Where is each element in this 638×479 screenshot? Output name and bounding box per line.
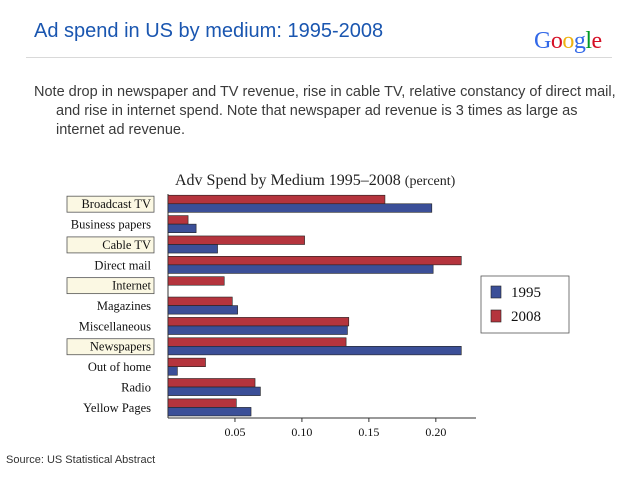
logo-letter: o [562,28,574,54]
logo-letter: o [550,28,563,54]
category-label-box [66,236,155,254]
bar-1995 [167,203,433,213]
bar-1995 [167,366,178,376]
category-label-box [66,277,155,295]
bar-1995 [167,407,252,417]
chart-title: Adv Spend by Medium 1995–2008 (percent) [175,172,456,189]
bar-1995 [167,223,197,233]
x-tick-label: 0.20 [425,425,446,439]
chart-title-suffix: (percent) [405,174,456,189]
bar-1995 [167,386,261,396]
bar-2008 [167,276,225,286]
bar-1995 [167,264,434,274]
bar-2008 [167,235,305,245]
bar-2008 [167,357,206,367]
google-logo: Google [534,28,602,55]
logo-letter: G [534,28,551,54]
category-label: Direct mail [94,258,151,272]
source-caption: Source: US Statistical Abstract [6,454,156,466]
bar-2008 [167,337,347,347]
slide-note: Note drop in newspaper and TV revenue, r… [34,84,616,138]
bar-1995 [167,346,462,356]
category-label: Yellow Pages [83,401,151,415]
legend-box [480,275,570,334]
category-label: Cable TV [102,238,151,252]
logo-letter: l [585,28,592,54]
category-label-box [66,195,155,213]
legend-swatch-1995 [490,285,502,299]
bar-2008 [167,194,386,205]
bar-2008 [167,215,189,225]
category-label: Business papers [71,218,151,232]
bar-1995 [167,244,218,254]
legend-label-2008: 2008 [511,309,541,325]
title-divider [26,57,612,58]
bar-1995 [167,325,348,335]
logo-letter: e [591,28,603,54]
legend-swatch-2008 [490,309,502,323]
slide-title: Ad spend in US by medium: 1995-2008 [34,20,384,42]
bar-2008 [167,317,350,327]
bar-2008 [167,378,256,388]
logo-letter: g [573,28,586,54]
category-label: Radio [121,380,151,394]
category-label: Miscellaneous [79,319,151,333]
x-tick-label: 0.10 [291,425,312,439]
bar-2008 [167,296,233,306]
category-label: Internet [112,279,151,293]
legend-label-1995: 1995 [511,285,541,301]
bar-2008 [167,398,237,408]
x-tick-label: 0.05 [224,425,245,439]
category-label: Newspapers [90,340,151,354]
x-tick-label: 0.15 [358,425,379,439]
bar-1995 [167,305,238,315]
category-label-box [66,338,155,356]
category-label: Broadcast TV [81,197,151,211]
category-label: Magazines [97,299,151,313]
category-label: Out of home [88,360,152,374]
bar-2008 [167,256,462,266]
